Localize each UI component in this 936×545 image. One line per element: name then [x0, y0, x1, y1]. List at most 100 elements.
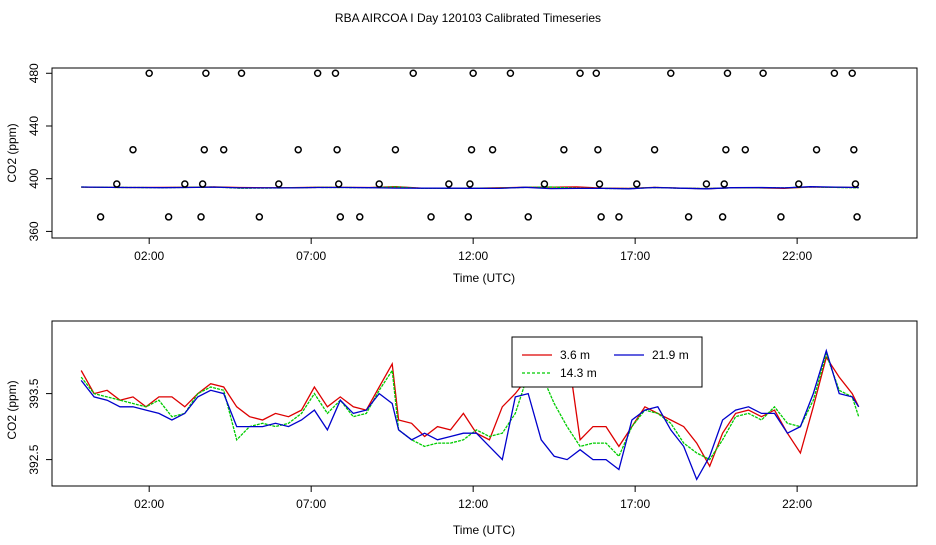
calibration-point	[331, 69, 340, 78]
calibration-point	[848, 69, 856, 78]
top-y-axis-label: CO2 (ppm)	[5, 123, 19, 182]
bottom-series-3-6-m	[80, 344, 860, 468]
legend-label-3-6m: 3.6 m	[560, 348, 590, 362]
calibration-point	[853, 213, 861, 221]
top-x-tick-label-22-00: 22:00	[782, 249, 812, 263]
calibration-point	[851, 180, 860, 188]
top-series-lines	[81, 186, 859, 190]
calibration-point	[375, 180, 383, 188]
calibration-point	[488, 145, 497, 154]
bottom-x-ticks: 02:00 07:00 12:00 17:00 22:00	[134, 486, 812, 511]
bottom-x-tick-label-22-00: 22:00	[782, 497, 812, 511]
calibration-point	[255, 213, 264, 221]
bottom-plot-frame	[51, 320, 918, 487]
calibration-point	[830, 69, 839, 78]
calibration-point	[200, 145, 209, 154]
calibration-point	[334, 180, 343, 188]
calibration-point	[615, 213, 623, 221]
top-series-21-9-m	[81, 186, 859, 190]
calibration-point	[464, 213, 473, 221]
calibration-point	[181, 180, 189, 188]
calibration-point	[720, 180, 728, 188]
calibration-point	[145, 69, 153, 78]
calibration-point	[237, 69, 246, 78]
bottom-series-lines	[80, 344, 860, 481]
calibration-point	[777, 213, 785, 221]
bottom-x-axis-label: Time (UTC)	[453, 523, 515, 537]
calibration-point	[576, 69, 584, 78]
calibration-point	[469, 69, 477, 78]
calibration-point	[445, 180, 453, 188]
calibration-point	[718, 213, 727, 221]
top-y-tick-label-360: 360	[27, 221, 41, 241]
calibration-point	[723, 69, 732, 78]
top-panel: Time (UTC) CO2 (ppm) 02:00 07:00 12:00 17:0…	[5, 63, 918, 285]
top-y-tick-label-480: 480	[27, 63, 41, 83]
calibration-point	[275, 180, 283, 188]
bottom-y-tick-label-393-5: 393.5	[27, 378, 41, 408]
legend-label-21-9m: 21.9 m	[652, 348, 689, 362]
bottom-x-tick-label-17-00: 17:00	[620, 497, 650, 511]
calibration-point	[391, 145, 400, 154]
bottom-x-tick-label-02-00: 02:00	[134, 497, 164, 511]
bottom-x-tick-label-07-00: 07:00	[296, 497, 326, 511]
top-x-tick-label-17-00: 17:00	[620, 249, 650, 263]
calibration-point	[129, 145, 137, 154]
calibration-point	[409, 69, 417, 78]
top-x-tick-label-07-00: 07:00	[296, 249, 326, 263]
calibration-point	[812, 145, 821, 154]
calibration-point	[633, 180, 641, 188]
calibration-point	[795, 180, 803, 188]
top-calibration-points	[96, 69, 861, 221]
calibration-point	[198, 180, 207, 188]
calibration-point	[597, 213, 605, 221]
calibration-point	[356, 213, 364, 221]
calibration-point	[467, 145, 476, 154]
calibration-point	[506, 69, 515, 78]
calibration-point	[594, 145, 602, 154]
legend-label-14-3m: 14.3 m	[560, 366, 597, 380]
calibration-point	[466, 180, 474, 188]
bottom-y-axis-label: CO2 (ppm)	[5, 380, 19, 439]
top-y-tick-label-400: 400	[27, 168, 41, 188]
bottom-series-14-3-m	[80, 351, 860, 461]
calibration-point	[650, 145, 659, 154]
calibration-point	[850, 145, 858, 154]
calibration-point	[702, 180, 711, 188]
calibration-point	[592, 69, 601, 78]
top-x-tick-label-02-00: 02:00	[134, 249, 164, 263]
calibration-point	[722, 145, 730, 154]
bottom-y-ticks: 392.5 393.5	[27, 378, 52, 475]
calibration-point	[741, 145, 750, 154]
calibration-point	[164, 213, 173, 221]
bottom-y-tick-label-392-5: 392.5	[27, 444, 41, 474]
top-x-ticks: 02:00 07:00 12:00 17:00 22:00	[134, 238, 812, 263]
calibration-point	[560, 145, 568, 154]
calibration-point	[336, 213, 345, 221]
calibration-point	[540, 180, 549, 188]
legend-box	[511, 336, 703, 388]
calibration-point	[96, 213, 105, 221]
calibration-point	[524, 213, 532, 221]
calibration-point	[313, 69, 322, 78]
bottom-series-21-9-m	[80, 348, 860, 481]
calibration-point	[333, 145, 341, 154]
top-y-tick-label-440: 440	[27, 116, 41, 136]
calibration-point	[684, 213, 693, 221]
calibration-point	[202, 69, 210, 78]
calibration-point	[595, 180, 604, 188]
bottom-x-tick-label-12-00: 12:00	[458, 497, 488, 511]
top-x-tick-label-12-00: 12:00	[458, 249, 488, 263]
calibration-point	[113, 180, 121, 188]
calibration-point	[427, 213, 435, 221]
calibration-point	[294, 145, 302, 154]
figure-title: RBA AIRCOA I Day 120103 Calibrated Times…	[335, 11, 601, 25]
calibration-point	[219, 145, 228, 154]
calibration-point	[197, 213, 205, 221]
bottom-panel: Time (UTC) CO2 (ppm) 02:00 07:00 12:00 17:0…	[5, 320, 918, 537]
calibration-point	[667, 69, 675, 78]
legend: 3.6 m 14.3 m 21.9 m	[511, 336, 703, 388]
top-plot-frame	[51, 67, 918, 239]
calibration-point	[759, 69, 767, 78]
